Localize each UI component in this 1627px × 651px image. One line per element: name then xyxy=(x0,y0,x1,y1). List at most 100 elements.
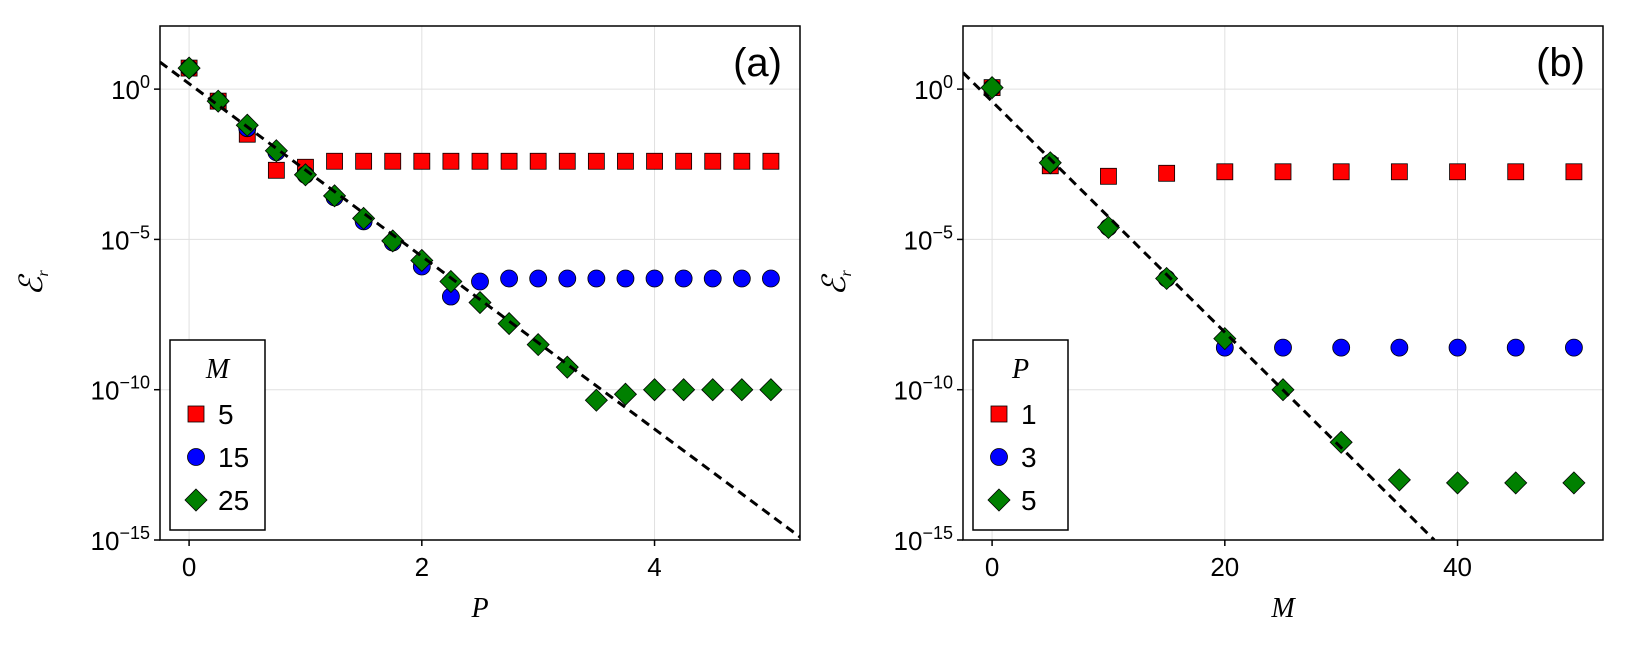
data-point xyxy=(1274,163,1292,181)
data-point xyxy=(1506,338,1525,357)
y-tick-base: 10 xyxy=(91,526,120,556)
y-axis-symbol: ℰ xyxy=(13,273,49,296)
data-point xyxy=(177,56,201,80)
legend-marker xyxy=(184,488,208,512)
series-25 xyxy=(177,56,783,412)
y-tick-exponent: 0 xyxy=(943,72,953,92)
data-point xyxy=(1562,471,1586,495)
data-point xyxy=(1390,163,1408,181)
data-point xyxy=(1038,151,1062,175)
series-5 xyxy=(980,76,1586,495)
reference-line xyxy=(160,60,800,539)
legend-label: 5 xyxy=(218,399,234,430)
x-tick-label: 20 xyxy=(1210,552,1239,582)
panel-label: (b) xyxy=(1536,41,1585,85)
legend-label: 25 xyxy=(218,485,249,516)
data-point xyxy=(1449,163,1466,181)
data-point xyxy=(616,269,635,288)
data-point xyxy=(1274,338,1292,357)
y-tick-base: 10 xyxy=(111,75,140,105)
data-point xyxy=(529,152,547,170)
data-point xyxy=(587,152,605,170)
legend-label: 3 xyxy=(1021,442,1037,473)
data-point xyxy=(410,248,434,273)
data-point xyxy=(439,269,463,294)
legend-marker xyxy=(987,488,1011,512)
y-axis-label: ℰr xyxy=(13,269,52,295)
data-point xyxy=(413,152,431,170)
legend-marker xyxy=(990,448,1008,466)
y-tick-exponent: −5 xyxy=(129,222,150,242)
panel-label: (a) xyxy=(733,41,782,85)
data-point xyxy=(645,269,664,288)
legend: M 5 15 25 xyxy=(169,339,266,531)
y-tick-base: 10 xyxy=(894,376,923,406)
y-tick-label: 10−5 xyxy=(904,222,953,255)
legend-marker xyxy=(187,405,205,423)
data-point xyxy=(1155,266,1179,291)
data-point xyxy=(1387,468,1411,492)
y-tick-label: 10−5 xyxy=(101,222,150,255)
data-point xyxy=(1565,163,1583,181)
data-point xyxy=(326,152,343,170)
y-axis-subscript: r xyxy=(35,269,52,276)
data-point xyxy=(704,152,722,170)
data-layer xyxy=(963,71,1586,540)
series-3 xyxy=(983,78,1583,357)
data-point xyxy=(529,269,548,288)
x-tick-label: 40 xyxy=(1443,552,1472,582)
data-point xyxy=(381,229,405,253)
data-point xyxy=(1096,215,1121,239)
series-5 xyxy=(180,59,780,179)
y-tick-base: 10 xyxy=(91,376,120,406)
legend: P 1 3 5 xyxy=(972,339,1069,531)
data-point xyxy=(558,269,577,288)
x-tick-label: 0 xyxy=(985,552,999,582)
y-tick-label: 10−10 xyxy=(894,373,953,406)
y-tick-exponent: −10 xyxy=(119,373,150,393)
legend-title: M xyxy=(205,354,231,385)
y-tick-exponent: −15 xyxy=(922,523,953,543)
plot-frame xyxy=(962,25,1604,541)
data-point xyxy=(642,378,667,402)
data-point xyxy=(674,269,693,288)
data-point xyxy=(1332,163,1350,181)
data-point xyxy=(1445,471,1470,495)
data-point xyxy=(352,206,376,230)
legend-label: 1 xyxy=(1021,399,1037,430)
data-point xyxy=(1329,430,1353,454)
data-point xyxy=(701,378,725,402)
x-tick-label: 4 xyxy=(647,552,661,582)
y-tick-base: 10 xyxy=(914,75,943,105)
series-15 xyxy=(180,59,780,306)
data-point xyxy=(500,269,518,288)
y-axis-subscript: r xyxy=(838,269,855,276)
data-point xyxy=(1507,163,1525,181)
data-point xyxy=(1332,338,1351,357)
data-point xyxy=(675,152,693,170)
data-point xyxy=(759,378,783,402)
y-tick-exponent: −15 xyxy=(119,523,150,543)
y-tick-label: 10−15 xyxy=(91,523,150,556)
data-point xyxy=(587,269,606,288)
data-point xyxy=(355,152,373,170)
data-point xyxy=(762,269,780,288)
data-point xyxy=(1216,163,1234,181)
data-point xyxy=(442,152,460,170)
data-point xyxy=(468,290,492,315)
data-point xyxy=(1213,327,1237,351)
y-axis-symbol: ℰ xyxy=(816,273,852,296)
y-tick-label: 10−15 xyxy=(894,523,953,556)
data-point xyxy=(1100,167,1117,185)
data-point xyxy=(293,163,318,187)
y-tick-base: 10 xyxy=(904,225,933,255)
legend-label: 15 xyxy=(218,442,249,473)
data-point xyxy=(1504,471,1528,495)
legend-marker xyxy=(187,448,205,466)
data-point xyxy=(672,378,696,402)
data-point xyxy=(471,272,489,291)
data-point xyxy=(267,161,285,179)
legend-label: 5 xyxy=(1021,485,1037,516)
data-point xyxy=(703,269,722,288)
